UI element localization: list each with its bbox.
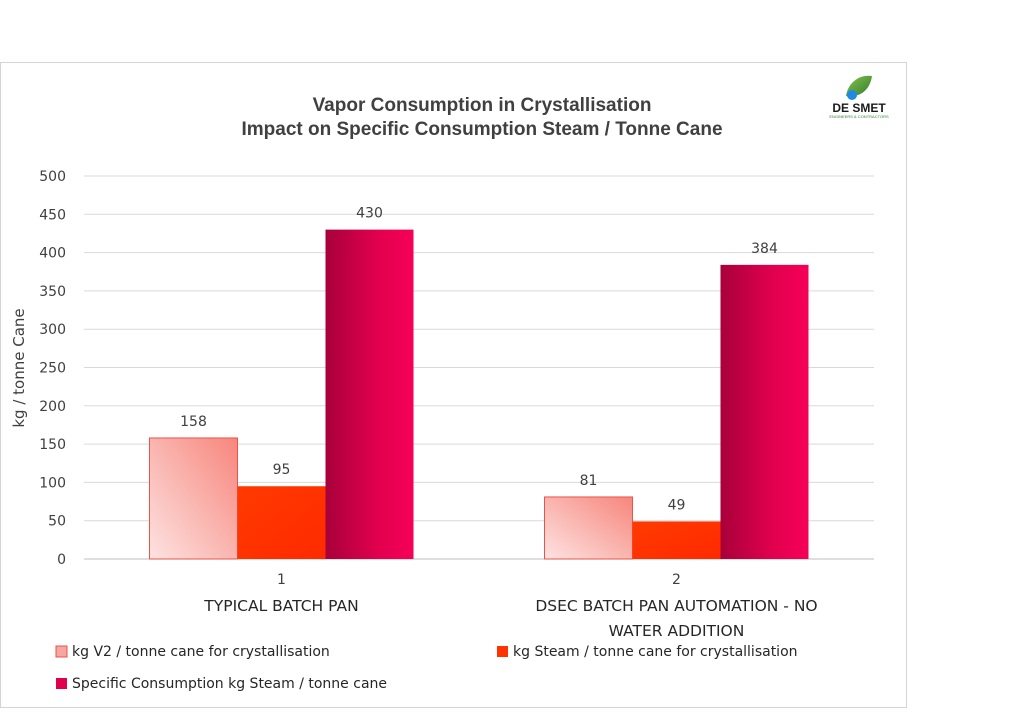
de-smet-logo: DE SMET ENGINEERS & CONTRACTORS [829, 75, 889, 119]
legend-label: kg Steam / tonne cane for crystallisatio… [513, 644, 798, 660]
legend-label: kg V2 / tonne cane for crystallisation [72, 644, 330, 660]
category-label: WATER ADDITION [609, 622, 745, 640]
y-tick-label: 400 [39, 246, 66, 262]
y-tick-label: 500 [39, 169, 66, 185]
data-label: 95 [273, 462, 291, 478]
y-tick-label: 250 [39, 361, 66, 377]
legend-swatch [497, 646, 508, 657]
data-label: 81 [580, 473, 598, 489]
bars [149, 229, 809, 560]
category-number: 2 [672, 572, 681, 588]
category-labels: 1 TYPICAL BATCH PAN 2 DSEC BATCH PAN AUTOMA… [203, 572, 817, 640]
legend-item-1: kg V2 / tonne cane for crystallisation [55, 644, 330, 660]
category-number: 1 [277, 572, 286, 588]
category-label: TYPICAL BATCH PAN [203, 597, 358, 615]
y-tick-label: 0 [57, 552, 66, 568]
logo-tagline: ENGINEERS & CONTRACTORS [829, 114, 889, 119]
chart-subtitle: Impact on Specific Consumption Steam / T… [241, 119, 722, 140]
legend-label: Specific Consumption kg Steam / tonne ca… [72, 676, 387, 692]
logo-name: DE SMET [832, 101, 886, 115]
bar-series-2-cat-1 [237, 486, 326, 559]
data-label: 430 [356, 206, 383, 222]
bar-series-2-cat-2 [632, 521, 721, 559]
legend-item-3: Specific Consumption kg Steam / tonne ca… [56, 676, 387, 692]
data-label: 158 [180, 414, 207, 430]
y-tick-labels: 0 50 100 150 200 250 300 350 400 450 500 [39, 169, 66, 568]
bar-series-1-cat-1 [149, 437, 238, 560]
y-tick-label: 450 [39, 207, 66, 223]
data-labels: 158 95 430 81 49 384 [180, 206, 778, 514]
bar-series-3-cat-1 [325, 229, 414, 559]
legend-swatch [55, 645, 68, 658]
category-label: DSEC BATCH PAN AUTOMATION - NO [535, 597, 817, 615]
y-tick-label: 150 [39, 437, 66, 453]
legend-swatch [56, 678, 67, 689]
bar-series-3-cat-2 [720, 264, 809, 559]
y-tick-label: 350 [39, 284, 66, 300]
y-axis-label: kg / tonne Cane [10, 308, 28, 427]
y-tick-label: 100 [39, 475, 66, 491]
data-label: 49 [668, 497, 686, 513]
legend-item-2: kg Steam / tonne cane for crystallisatio… [497, 644, 798, 660]
y-tick-label: 200 [39, 399, 66, 415]
y-tick-label: 300 [39, 322, 66, 338]
chart-title: Vapor Consumption in Crystallisation [313, 95, 652, 116]
logo-drop-icon [847, 90, 857, 100]
legend: kg V2 / tonne cane for crystallisation kg… [55, 644, 798, 692]
data-label: 384 [751, 241, 778, 257]
y-tick-label: 50 [48, 514, 66, 530]
bar-series-1-cat-2 [544, 496, 633, 560]
